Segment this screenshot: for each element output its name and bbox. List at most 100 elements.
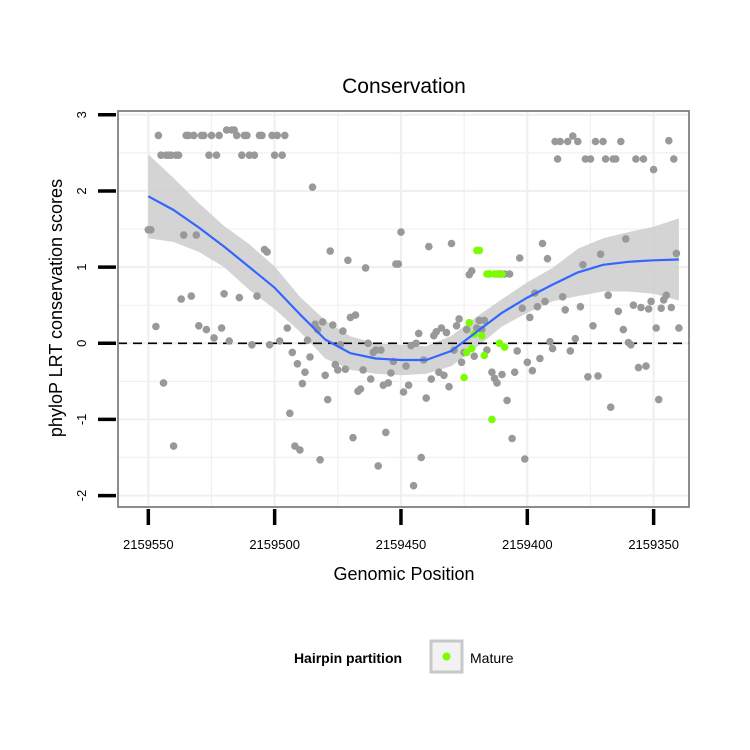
data-point — [629, 301, 638, 310]
data-point — [563, 137, 572, 146]
data-point — [409, 481, 418, 490]
data-point — [503, 396, 511, 405]
y-tick-label: 0 — [74, 340, 89, 347]
y-axis: -2 -1 0 1 2 3 — [74, 111, 116, 501]
y-tick-label: 1 — [74, 263, 89, 270]
data-point — [238, 151, 246, 159]
x-axis: 2159550 2159500 2159450 2159400 2159350 — [123, 509, 679, 552]
data-point — [508, 434, 516, 443]
data-point — [528, 366, 537, 375]
data-point — [541, 297, 549, 306]
data-point — [286, 409, 294, 418]
data-point — [536, 354, 544, 363]
mature-data-point — [475, 246, 484, 255]
data-point — [505, 270, 514, 278]
data-point — [652, 324, 660, 332]
data-point — [351, 311, 360, 319]
data-point — [387, 369, 395, 377]
mature-data-point — [480, 351, 489, 360]
data-point — [301, 368, 309, 377]
data-point — [427, 375, 436, 383]
data-point — [177, 295, 185, 303]
plot-panel-border — [117, 110, 690, 508]
data-point — [591, 137, 600, 146]
data-point — [670, 155, 678, 163]
data-point — [306, 353, 314, 361]
data-point — [662, 291, 671, 300]
data-point — [303, 336, 312, 345]
y-axis-title: phyloP LRT conservation scores — [46, 179, 66, 437]
smooth-line — [147, 195, 679, 362]
data-point — [452, 322, 461, 330]
data-point — [382, 428, 390, 437]
data-point — [404, 381, 413, 390]
confidence-band-layer — [148, 154, 679, 376]
data-point — [518, 304, 526, 313]
data-point — [558, 293, 567, 301]
data-point — [258, 131, 266, 140]
data-point — [510, 368, 519, 377]
data-point — [316, 456, 324, 464]
data-point — [614, 307, 623, 316]
data-point — [273, 131, 282, 140]
x-tick-label: 2159550 — [123, 537, 174, 552]
data-point — [654, 395, 663, 404]
data-point — [334, 366, 342, 374]
confidence-band — [148, 154, 679, 376]
data-point — [296, 446, 304, 454]
data-point — [521, 455, 529, 463]
data-point — [457, 358, 466, 367]
legend: Hairpin partition Mature — [294, 639, 514, 674]
data-point — [288, 348, 297, 357]
data-point — [190, 131, 198, 140]
data-point — [488, 368, 496, 377]
chart-title: Conservation — [342, 75, 466, 98]
data-point — [523, 358, 532, 367]
legend-title: Hairpin partition — [294, 650, 402, 666]
data-point — [442, 328, 451, 337]
data-point — [548, 344, 557, 353]
data-point — [159, 379, 168, 387]
data-point — [384, 379, 393, 387]
data-point — [344, 256, 352, 265]
data-point — [210, 334, 218, 342]
data-point — [422, 394, 431, 402]
data-point — [556, 137, 564, 146]
data-point — [253, 292, 261, 300]
x-tick-label: 2159400 — [502, 537, 553, 552]
x-tick-label: 2159350 — [628, 537, 679, 552]
data-point — [632, 155, 640, 163]
data-point — [470, 352, 479, 361]
data-point — [361, 264, 370, 272]
data-point — [200, 131, 208, 140]
y-tick-label: -2 — [74, 490, 89, 502]
data-point — [515, 254, 524, 262]
data-point — [364, 339, 372, 348]
x-tick-label: 2159500 — [249, 537, 300, 552]
data-point — [283, 324, 292, 332]
legend-label-mature: Mature — [470, 650, 514, 666]
data-point — [672, 249, 681, 258]
data-point — [399, 388, 408, 396]
grid — [118, 111, 689, 507]
data-point — [526, 313, 534, 322]
data-point — [349, 433, 357, 442]
mature-data-point — [460, 373, 468, 382]
data-point — [447, 239, 456, 248]
data-point — [248, 341, 256, 349]
data-point — [275, 337, 284, 345]
data-point — [513, 347, 521, 355]
data-point — [644, 305, 653, 313]
data-point — [543, 254, 552, 263]
data-point — [604, 291, 612, 300]
data-point — [611, 155, 620, 163]
y-tick-label: 3 — [74, 111, 89, 118]
data-point — [601, 155, 610, 163]
data-point — [323, 395, 332, 404]
data-point — [647, 297, 655, 306]
data-point — [634, 363, 643, 372]
data-point — [417, 453, 426, 462]
data-point — [579, 261, 587, 269]
y-tick-label: 2 — [74, 187, 89, 194]
data-point — [675, 324, 683, 332]
